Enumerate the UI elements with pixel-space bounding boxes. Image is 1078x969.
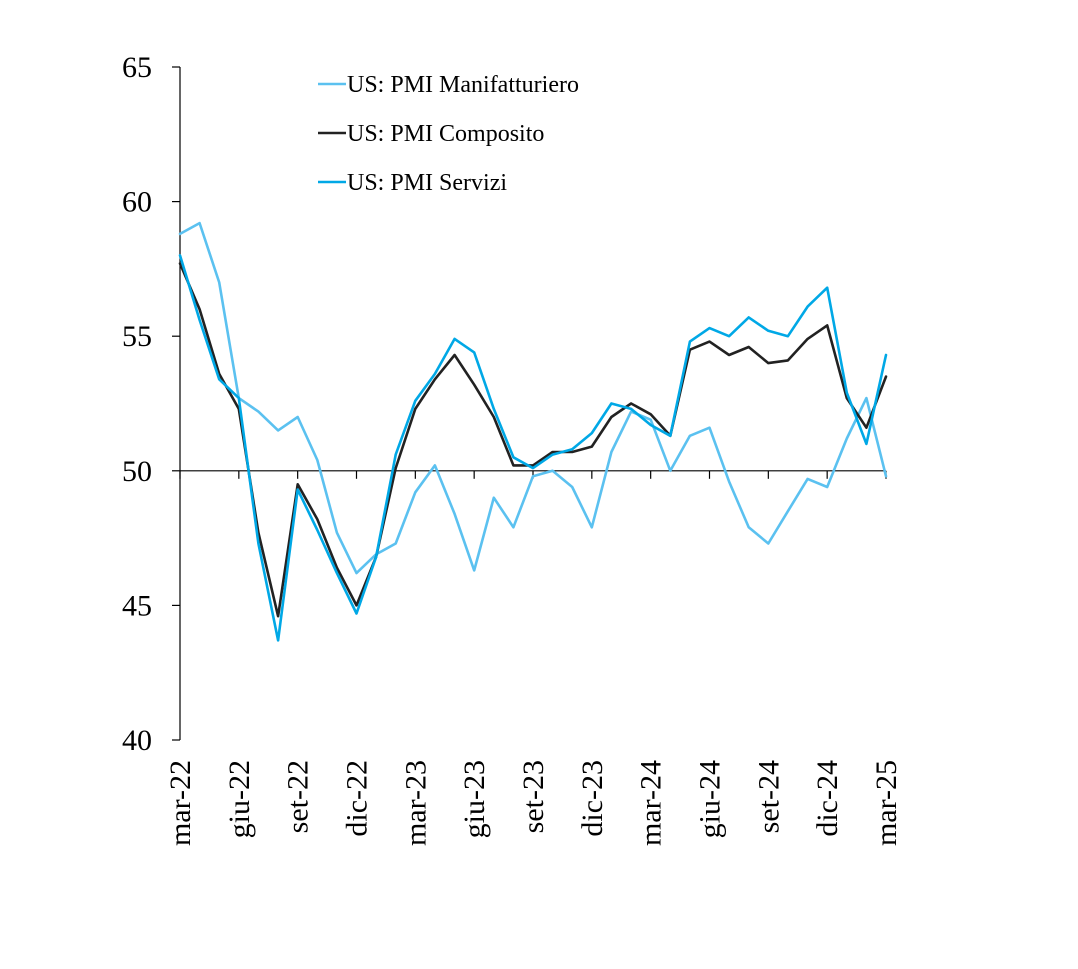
x-tick-label: dic-24 xyxy=(811,760,844,837)
x-tick-label: set-23 xyxy=(517,760,550,833)
x-tick-label: giu-24 xyxy=(694,760,727,838)
x-tick-labels: mar-22 giu-22 set-22 dic-22 mar-23 giu-23 set-… xyxy=(164,760,903,846)
y-tick-label: 50 xyxy=(122,455,152,488)
y-tick-label: 55 xyxy=(122,320,152,353)
x-tick-label: giu-23 xyxy=(458,760,491,838)
series-lines xyxy=(178,221,888,642)
legend-label-2: US: PMI Composito xyxy=(347,121,544,147)
series-line-2 xyxy=(178,262,888,618)
x-tick-label: dic-23 xyxy=(576,760,609,837)
legend-label-1: US: PMI Manifatturiero xyxy=(347,72,579,98)
x-tick-label: mar-24 xyxy=(635,760,668,846)
y-tick-label: 40 xyxy=(122,724,152,757)
x-tick-label: mar-22 xyxy=(164,760,197,846)
series-line-3 xyxy=(178,254,888,642)
x-tick-label: mar-25 xyxy=(870,760,903,846)
x-tick-label: set-22 xyxy=(282,760,315,833)
x-tick-label: set-24 xyxy=(752,760,785,833)
x-tick-label: giu-22 xyxy=(223,760,256,838)
axes xyxy=(172,66,887,741)
y-tick-label: 60 xyxy=(122,186,152,219)
y-tick-labels: 40 45 50 55 60 65 xyxy=(122,51,152,757)
x-tick-label: mar-23 xyxy=(399,760,432,846)
y-tick-label: 65 xyxy=(122,51,152,84)
legend: US: PMI Manifatturiero US: PMI Composito U… xyxy=(318,72,579,196)
x-tick-label: dic-22 xyxy=(341,760,374,837)
series-line-1 xyxy=(178,221,888,575)
legend-label-3: US: PMI Servizi xyxy=(347,170,507,196)
y-tick-label: 45 xyxy=(122,589,152,622)
